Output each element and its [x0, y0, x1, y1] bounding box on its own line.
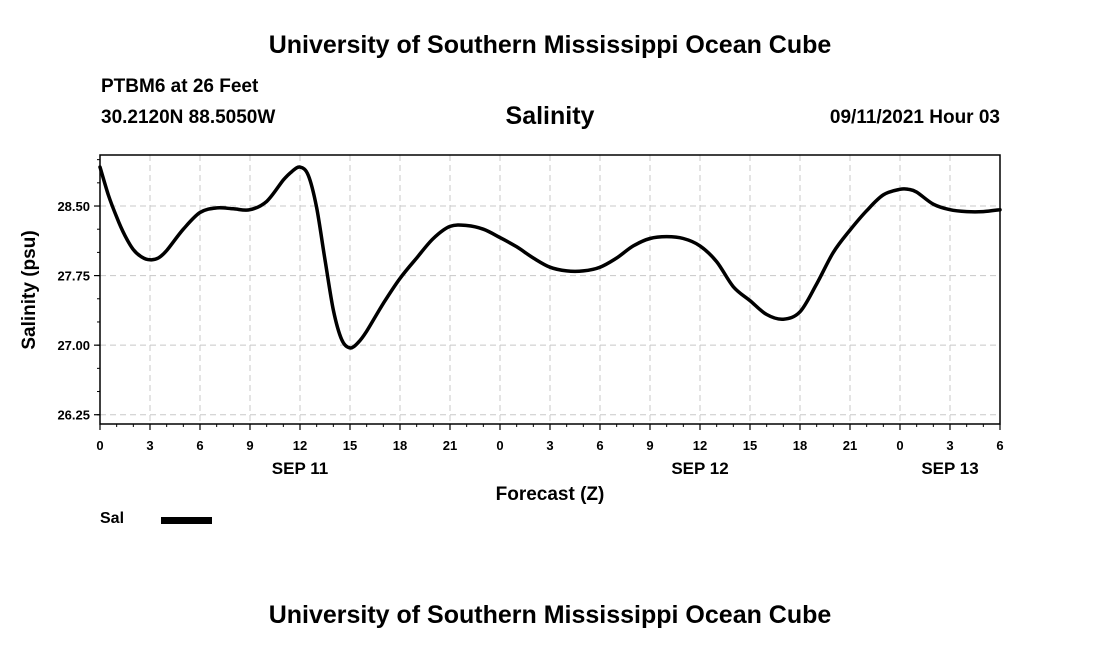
x-tick-label: 9 — [646, 438, 653, 453]
x-tick-label: 21 — [443, 438, 457, 453]
y-axis-title: Salinity (psu) — [19, 230, 40, 349]
series-line-sal — [98, 165, 1002, 350]
x-tick-label: 12 — [693, 438, 707, 453]
axis-ticks — [94, 159, 1001, 430]
x-tick-label: 3 — [146, 438, 153, 453]
x-tick-label: 18 — [393, 438, 407, 453]
x-tick-label: 0 — [496, 438, 503, 453]
x-tick-label: 3 — [946, 438, 953, 453]
y-tick-label: 26.25 — [57, 408, 90, 423]
y-tick-label: 27.75 — [57, 269, 90, 284]
y-tick-label: 27.00 — [57, 338, 90, 353]
x-tick-label: 0 — [96, 438, 103, 453]
x-tick-label: 0 — [896, 438, 903, 453]
datetime-label: 09/11/2021 Hour 03 — [829, 107, 1000, 128]
date-label: SEP 11 — [272, 459, 328, 478]
x-tick-label: 3 — [546, 438, 553, 453]
main-title-top: University of Southern Mississippi Ocean… — [268, 31, 832, 59]
coordinates-label: 30.2120N 88.5050W — [101, 107, 276, 128]
date-label: SEP 13 — [921, 459, 978, 478]
x-tick-label: 6 — [196, 438, 203, 453]
date-label: SEP 12 — [671, 459, 728, 478]
x-axis-title: Forecast (Z) — [496, 484, 605, 505]
x-tick-labels: 0 3 6 9 12 15 18 21 0 3 6 9 12 15 18 21 0 3 6 — [96, 438, 1003, 453]
x-tick-label: 6 — [596, 438, 603, 453]
x-tick-label: 12 — [293, 438, 307, 453]
x-tick-label: 21 — [843, 438, 857, 453]
legend-swatch-sal — [161, 517, 212, 524]
x-tick-label: 6 — [996, 438, 1003, 453]
y-tick-label: 28.50 — [57, 199, 90, 214]
x-tick-label: 15 — [343, 438, 357, 453]
station-label: PTBM6 at 26 Feet — [101, 76, 259, 97]
x-tick-label: 18 — [793, 438, 807, 453]
y-tick-labels: 26.25 27.00 27.75 28.50 — [57, 199, 90, 423]
x-tick-label: 9 — [246, 438, 253, 453]
chart-title: Salinity — [506, 102, 595, 130]
date-labels: SEP 11 SEP 12 SEP 13 — [272, 459, 979, 478]
x-tick-label: 15 — [743, 438, 757, 453]
legend-label-sal: Sal — [100, 510, 125, 527]
main-title-bottom: University of Southern Mississippi Ocean… — [268, 601, 832, 629]
chart-grid — [100, 155, 1000, 424]
